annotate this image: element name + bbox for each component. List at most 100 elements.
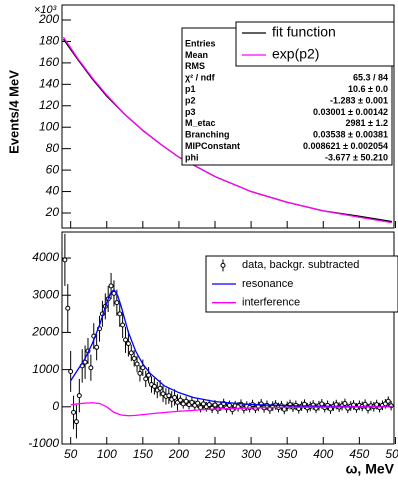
plot-area [62,36,392,224]
legend-box [205,255,398,313]
legend-swatch [220,262,226,268]
y-tick-label: 160 [39,55,59,69]
stats-label: M_etac [185,118,216,128]
x-tick-label: 50 [64,447,78,461]
stats-value: 65.3 / 84 [353,73,388,83]
data-point [125,341,131,347]
data-point [65,305,71,311]
y-tick-label: 40 [46,184,60,198]
data-point [137,370,143,376]
y-axis-label: Events/4 MeV [6,70,21,154]
stats-label: phi [185,152,199,162]
x-tick-label: 300 [241,447,261,461]
data-point [68,368,74,374]
data-point [120,322,126,328]
data-point [62,257,68,263]
stats-label: χ² / ndf [185,73,216,83]
legend-label: resonance [242,278,293,290]
data-point [76,393,82,399]
stats-label: p1 [185,84,196,94]
data-point [143,376,149,382]
stats-label: Mean [185,50,208,60]
y-tick-label: 1000 [32,362,59,376]
legend-label: interference [242,297,300,309]
y-tick-label: 2000 [31,325,59,339]
line-series [62,36,392,224]
line-series [70,288,392,408]
plot-area [62,233,394,439]
y-tick-label: 120 [39,98,59,112]
data-point [108,283,114,289]
data-point [94,344,100,350]
stats-label: p2 [185,95,196,105]
data-point [88,365,94,371]
legend-label: data, backgr. subtracted [242,259,359,271]
y-tick-label: 80 [46,141,60,155]
x-tick-label: 150 [133,447,153,461]
data-point [189,399,195,405]
y-tick-label: 3000 [32,287,59,301]
stats-value: 0.03538 ± 0.00381 [313,130,388,140]
x-tick-label: 400 [313,447,333,461]
data-point [131,355,137,361]
stats-value: 2981 ± 1.2 [346,118,388,128]
data-point [114,300,120,306]
data-point [146,372,152,378]
data-point [177,397,183,403]
data-point [123,337,129,343]
data-point [200,401,206,407]
data-point [128,350,134,356]
data-point [71,409,77,415]
legend-box [235,21,395,67]
stats-label: Entries [185,38,216,48]
data-point [195,400,201,406]
data-point [362,401,368,407]
data-point [226,402,232,408]
y-tick-label: 180 [39,34,59,48]
data-point [212,402,218,408]
stats-label: Branching [185,130,230,140]
x-tick-label: 500 [385,447,398,461]
y-tick-label: 4000 [32,250,59,264]
y-tick-label: -1000 [28,436,59,450]
x-tick-label: 200 [168,447,189,461]
x-tick-label: 250 [204,447,225,461]
data-point [183,398,189,404]
stats-value: 10.6 ± 0.0 [348,84,388,94]
data-point [151,383,157,389]
data-point [198,405,204,411]
stats-value: 0.03001 ± 0.00142 [313,107,388,117]
y-tick-label: 100 [39,119,59,133]
data-point [319,401,325,407]
x-tick-label: 450 [349,447,369,461]
stats-value: -3.677 ± 50.210 [325,152,388,162]
data-point [117,311,123,317]
y-tick-label: 60 [46,162,60,176]
y-tick-label: 200 [38,12,59,26]
data-point [342,400,348,406]
stats-label: RMS [185,61,205,71]
legend-label: exp(p2) [272,46,319,62]
y-tick-label: 0 [52,399,59,413]
stats-label: p3 [185,107,196,117]
data-point [73,419,79,425]
x-axis-label: ω, MeV [346,461,395,477]
y-tick-label: 20 [45,205,60,219]
x-tick-label: 100 [97,447,117,461]
stats-value: -1.283 ± 0.001 [330,95,388,105]
line-series [70,402,392,417]
y-multiplier: ×10³ [34,4,57,16]
data-point [206,402,212,408]
data-point [140,365,146,371]
data-point [385,398,391,404]
data-point [157,385,163,391]
legend-label: fit function [272,24,336,40]
x-tick-label: 350 [277,447,297,461]
y-tick-label: 140 [39,77,59,91]
data-point [172,395,178,401]
data-point [166,393,172,399]
stats-label: MIPConstant [185,141,240,151]
data-point [134,361,140,367]
stats-value: 0.008621 ± 0.002054 [303,141,388,151]
